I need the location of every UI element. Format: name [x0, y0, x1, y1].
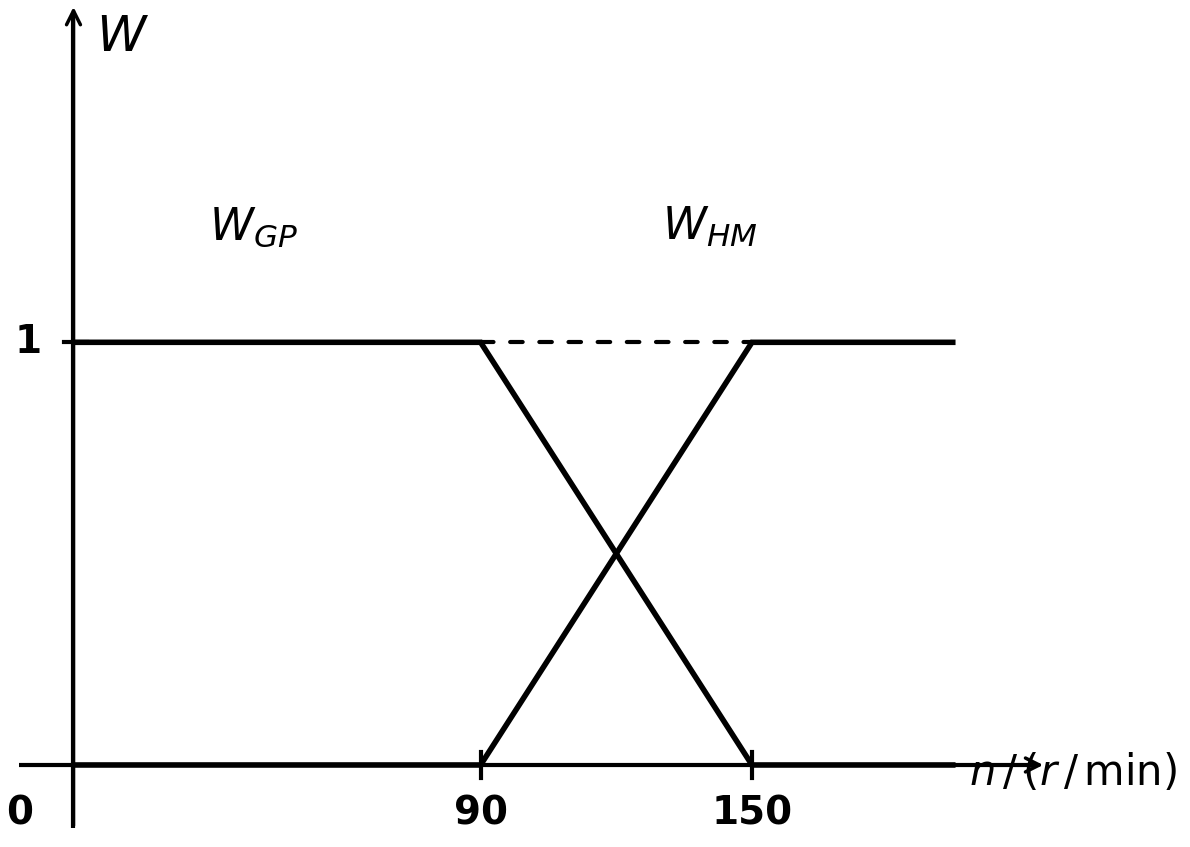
Text: $\mathit{W}_{HM}$: $\mathit{W}_{HM}$ [662, 205, 757, 249]
Text: $\mathit{W}$: $\mathit{W}$ [96, 13, 149, 61]
Text: $\mathit{W}_{GP}$: $\mathit{W}_{GP}$ [209, 206, 298, 249]
Text: $n\,/\,(r\,/\,\mathrm{min})$: $n\,/\,(r\,/\,\mathrm{min})$ [969, 752, 1177, 794]
Text: 150: 150 [712, 794, 793, 833]
Text: 1: 1 [14, 324, 42, 362]
Text: 0: 0 [6, 794, 32, 833]
Text: 90: 90 [453, 794, 508, 833]
